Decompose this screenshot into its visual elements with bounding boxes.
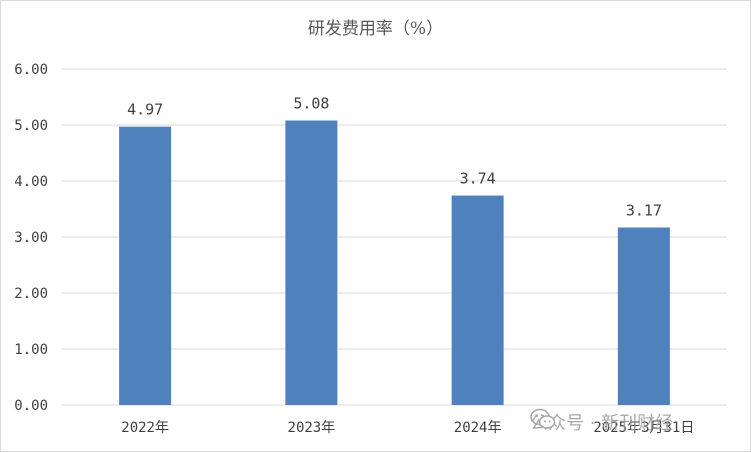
gridlines xyxy=(62,68,727,406)
chart-title: 研发费用率（%） xyxy=(307,19,444,39)
x-axis-categories: 2022年 2023年 2024年 2025年3月31日 xyxy=(121,420,694,436)
bar xyxy=(119,126,172,406)
y-axis-ticks: 0.00 1.00 2.00 3.00 4.00 5.00 6.00 xyxy=(14,62,48,414)
y-tick-label: 0.00 xyxy=(14,398,48,414)
y-tick-label: 5.00 xyxy=(14,118,48,134)
wechat-icon xyxy=(530,408,556,429)
bars xyxy=(119,120,670,406)
data-label: 3.17 xyxy=(626,201,662,219)
bar xyxy=(285,120,338,406)
x-category-label: 2025年3月31日 xyxy=(593,420,694,436)
y-tick-label: 2.00 xyxy=(14,286,48,302)
x-category-label: 2024年 xyxy=(454,420,502,436)
data-label: 3.74 xyxy=(460,170,496,188)
x-category-label: 2023年 xyxy=(288,420,336,436)
watermark: 公众号 · 新刊财经 xyxy=(530,408,673,436)
data-label: 5.08 xyxy=(293,95,329,113)
y-tick-label: 1.00 xyxy=(14,342,48,358)
bar xyxy=(617,227,670,405)
data-labels: 4.97 5.08 3.74 3.17 xyxy=(127,95,662,220)
y-tick-label: 4.00 xyxy=(14,174,48,190)
x-category-label: 2022年 xyxy=(121,420,169,436)
bar xyxy=(451,195,504,405)
y-tick-label: 3.00 xyxy=(14,230,48,246)
data-label: 4.97 xyxy=(127,101,163,119)
y-tick-label: 6.00 xyxy=(14,62,48,78)
watermark-text: 公众号 · 新刊财经 xyxy=(530,413,674,434)
